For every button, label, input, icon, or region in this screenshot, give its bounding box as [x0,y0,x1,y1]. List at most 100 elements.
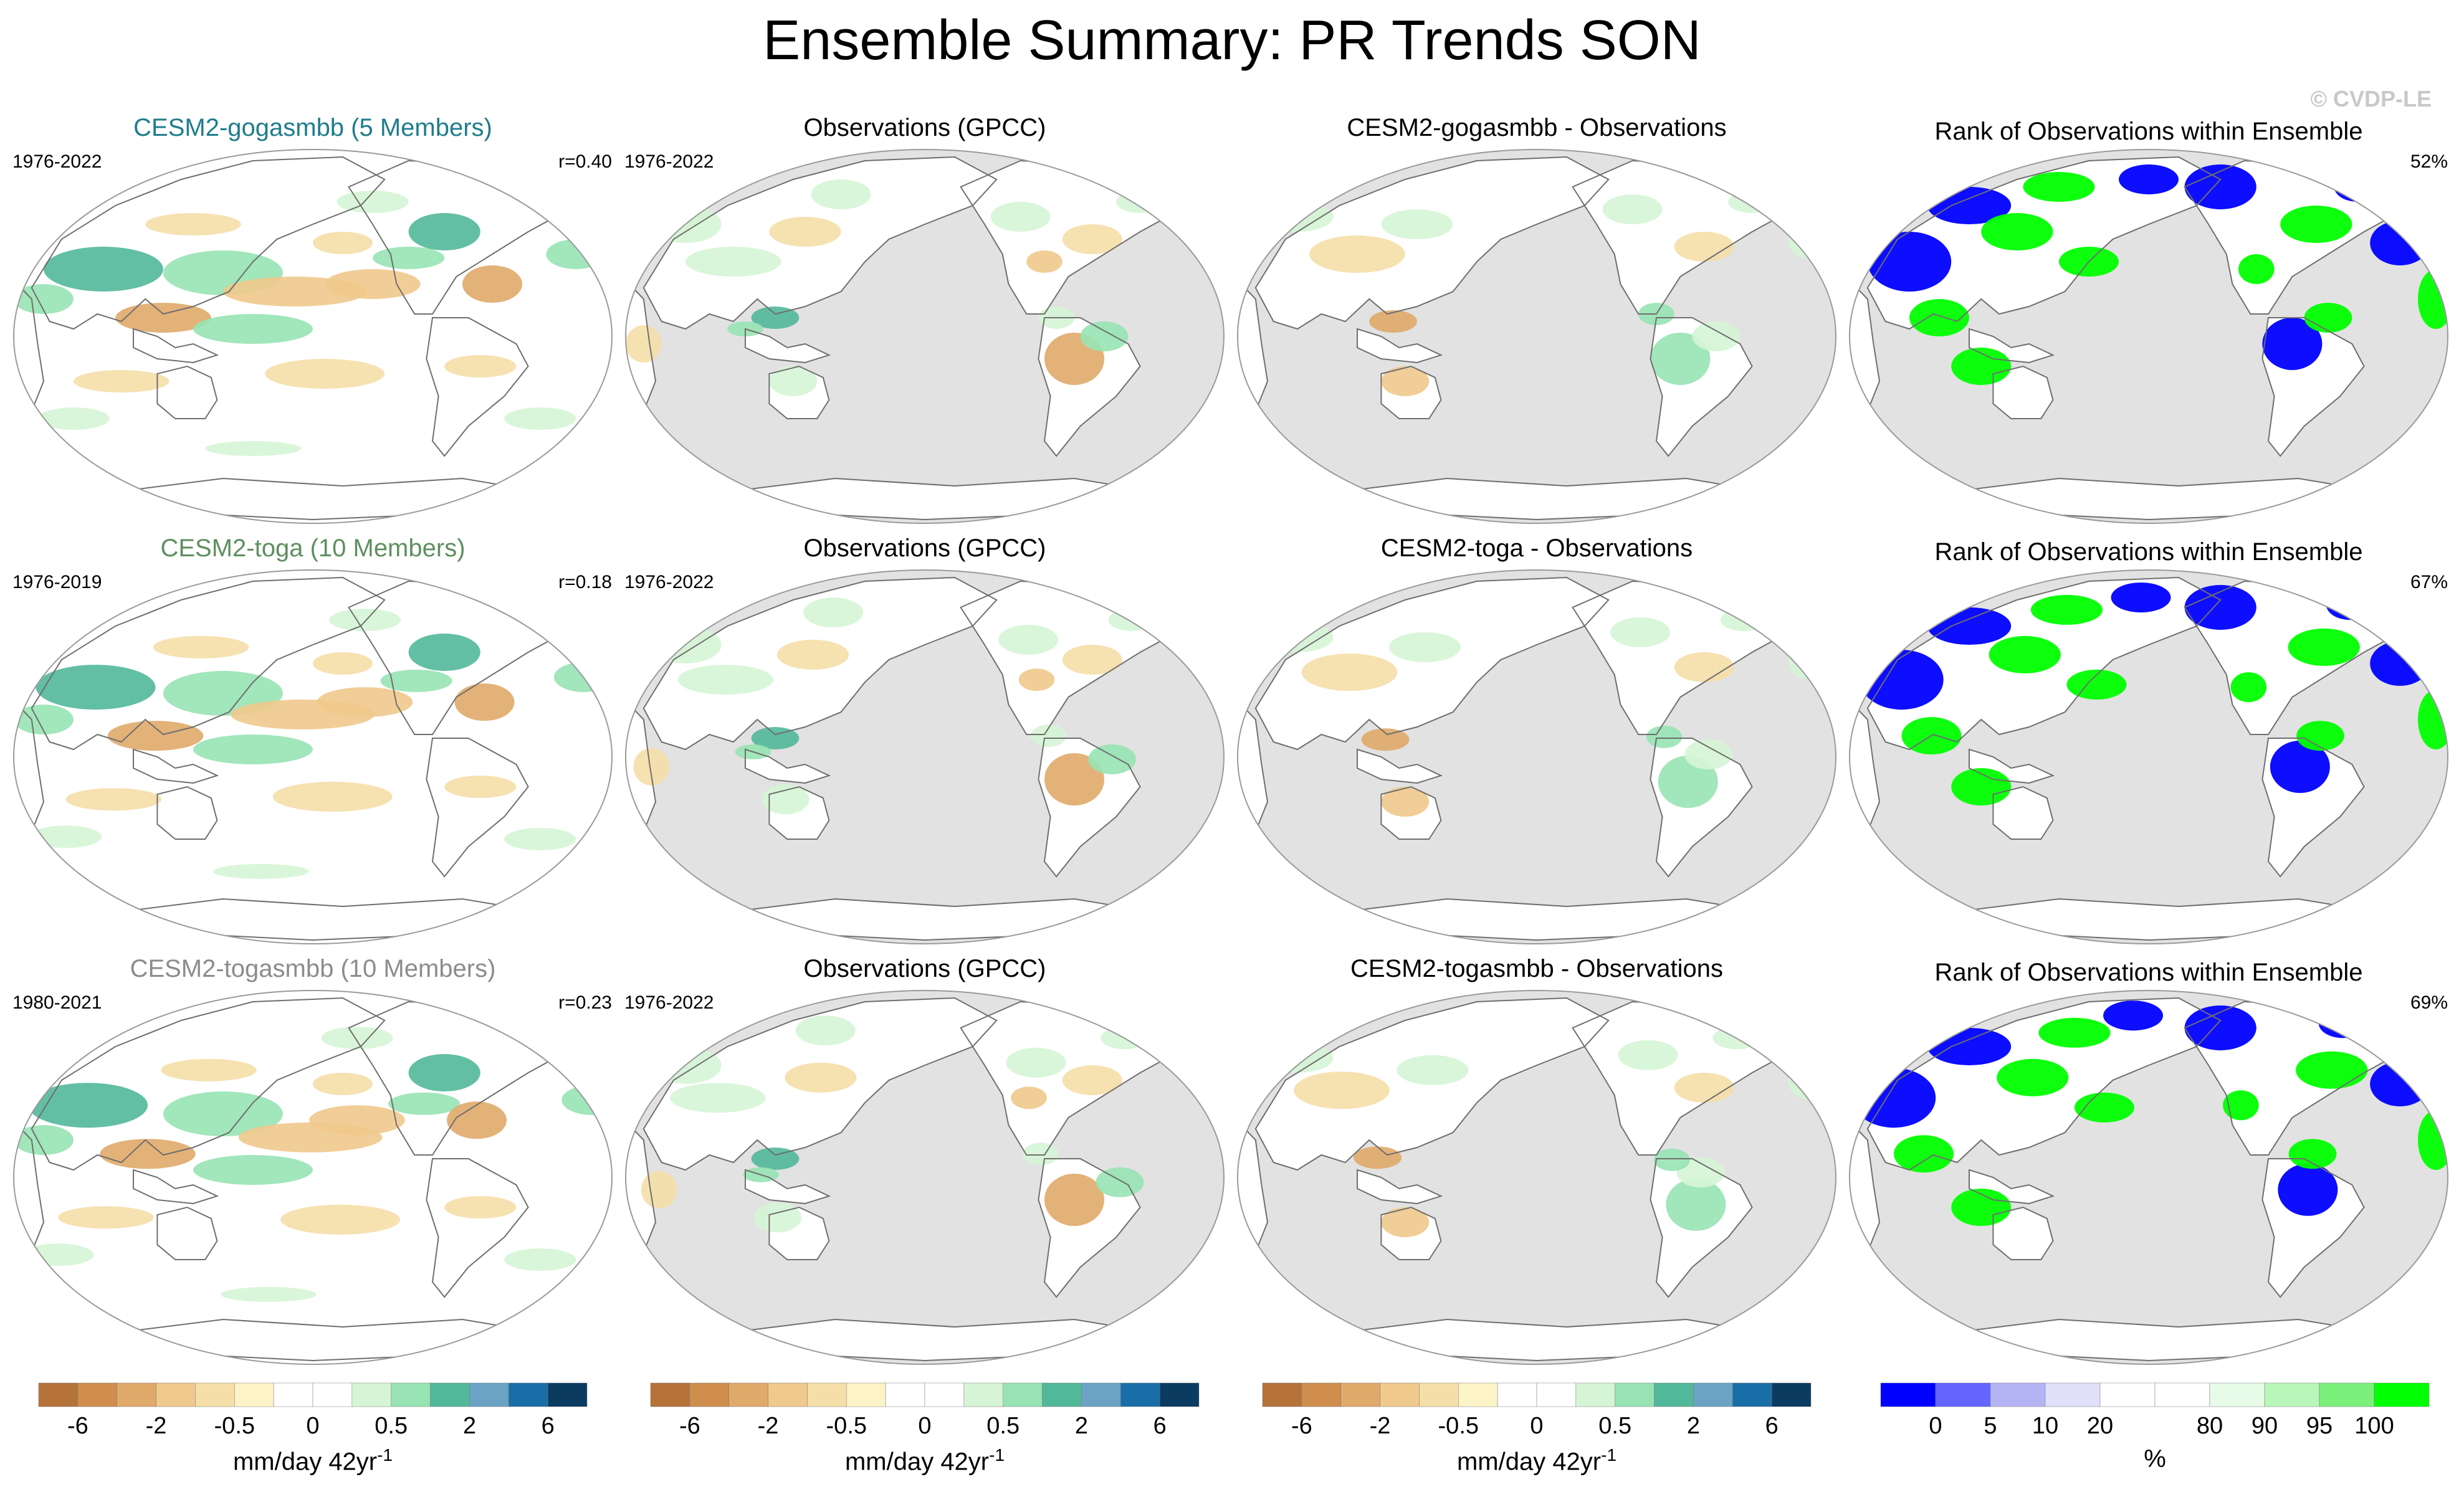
trend-patch [2184,164,2256,209]
coastline [1380,1206,1442,1260]
trend-patch [1997,1058,2069,1096]
coastline [745,748,831,784]
trend-patch [504,407,576,430]
colorbar-unit-text: mm/day 42yr [1456,1448,1602,1476]
trend-patch [811,179,871,209]
map-border [1849,990,2448,1365]
rank-panel-title: Rank of Observations within Ensemble [1934,118,2363,145]
trend-patch [2230,672,2267,703]
trend-patch [321,1027,393,1050]
land-mask [1993,366,2053,419]
trend-patch [444,355,517,378]
rank-colorbar-swatch [2374,1382,2430,1407]
trend-patch [1951,768,2012,805]
trend-patch [313,652,373,675]
colorbar-swatch [1732,1382,1772,1407]
colorbar-swatch [650,1382,690,1407]
trend-patch [317,687,413,718]
rank-colorbar-swatch [2154,1382,2210,1407]
coastline [133,748,219,784]
coastline [1357,328,1443,364]
trend-patch [1646,725,1683,748]
map-border [13,990,613,1365]
colorbar-swatch [846,1382,886,1407]
diff-panel-title: CESM2-togasmbb - Observations [1350,955,1723,982]
land-mask [1357,1170,1441,1204]
colorbar-swatch [38,1382,79,1407]
land-mask [1357,329,1441,363]
colorbar-swatch [430,1382,470,1407]
trend-patch [193,734,313,764]
trend-patch [504,1248,576,1271]
trend-patch [2038,1017,2111,1048]
land-mask [1993,787,2053,839]
obs-panel-title: Observations (GPCC) [803,955,1046,982]
colorbar-unit-label: mm/day 42yr-1 [39,1445,587,1476]
obs-years-label: 1976-2022 [624,572,714,592]
rank-percent-label: 69% [2410,992,2448,1013]
trend-patch [212,863,309,879]
trend-patch [205,441,301,456]
trend-patch [2184,1005,2256,1050]
trend-patch [37,407,110,430]
coastline [642,156,998,330]
trend-patch [751,727,800,749]
trend-patch [309,1105,405,1136]
rank-colorbar-swatch [2099,1382,2156,1407]
trend-patch [1361,728,1410,751]
obs-panel-title: Observations (GPCC) [803,535,1046,562]
colorbar-swatch [1003,1382,1043,1407]
colorbar-swatch [924,1382,965,1407]
trend-patch [1030,725,1067,748]
coastline [1238,278,1269,412]
coastline [1038,738,1141,878]
watermark: © CVDP-LE [2310,86,2432,112]
trend-patch [74,370,170,392]
trend-patch [100,1139,196,1169]
colorbar-swatch [1081,1382,1121,1407]
trend-patch [1116,191,1164,213]
trend-patch [2030,594,2103,625]
diff-map-field [1238,991,1836,1364]
colorbar-swatch [1536,1382,1577,1407]
coastline [133,328,219,364]
coastline [156,786,218,840]
trend-patch [2296,1051,2368,1089]
colorbar-swatch [1497,1382,1537,1407]
trend-patch [2278,1163,2338,1216]
trend-patch [153,635,249,658]
trend-patch [1650,333,1711,385]
rank-panel-title: Rank of Observations within Ensemble [1934,538,2363,566]
coastline [14,1119,45,1253]
colorbar-unit-exponent: -1 [1601,1445,1617,1465]
trend-patch [280,1204,401,1235]
coastline [426,317,529,457]
coastline [1038,1158,1141,1298]
obs-map-field [626,991,1224,1364]
trend-patch [2023,172,2095,202]
diff-map-field [1238,150,1836,523]
trend-patch [776,639,849,670]
rank-colorbar-tick-label: 10 [2032,1413,2059,1439]
trend-patch [1692,321,1741,351]
trend-patch [1397,1055,1469,1085]
trend-patch [447,1101,507,1139]
colorbar-unit-label: mm/day 42yr-1 [1263,1445,1811,1476]
trend-patch [1674,1073,1734,1103]
coastline [1992,786,2054,840]
trend-patch [328,609,401,632]
colorbar-tick-label: 0 [306,1413,320,1439]
coastline [1254,156,1610,330]
trend-patch [145,213,241,235]
trend-patch [1388,632,1461,662]
colorbar-swatch [469,1382,509,1407]
colorbar-tick-label: -0.5 [826,1413,867,1439]
trend-patch [1720,609,1769,632]
coastline [14,278,45,412]
colorbar-swatch [547,1382,588,1407]
obs-years-label: 1976-2022 [624,151,714,172]
trend-patch [444,1196,517,1219]
trend-patch [1096,1167,1144,1197]
rank-panel-title: Rank of Observations within Ensemble [1934,959,2363,986]
